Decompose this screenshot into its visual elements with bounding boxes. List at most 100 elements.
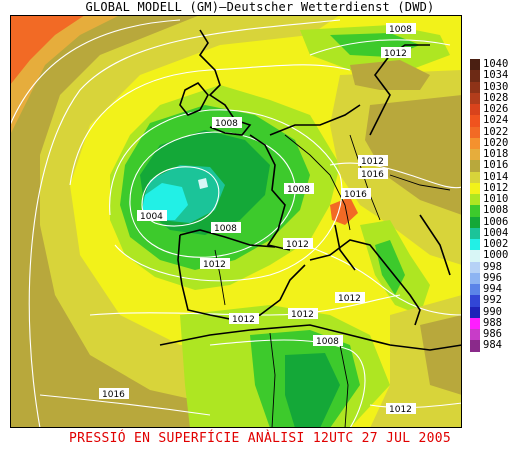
legend-label: 984: [483, 339, 502, 352]
isobar-label-bg: [288, 308, 318, 319]
legend-entry: 992: [470, 294, 518, 307]
legend-label: 1014: [483, 170, 509, 183]
legend-label: 1020: [483, 136, 509, 149]
legend-label: 1040: [483, 58, 509, 70]
isobar-label-bg: [341, 188, 371, 199]
isobar-label-bg: [358, 155, 388, 166]
legend-label: 988: [483, 316, 502, 329]
coast-channel: [269, 104, 361, 136]
legend-entry: 1022: [470, 125, 518, 138]
isobar-label-bg: [137, 210, 167, 221]
isobar-1008-africa: [209, 339, 366, 428]
legend-entry: 994: [470, 283, 518, 296]
legend-swatch: [470, 59, 480, 71]
isobar-labels: 1008 1012 1008 1008 1004 1008 1012 1016 …: [99, 23, 416, 415]
legend-label: 1028: [483, 91, 509, 104]
legend-swatch: [470, 317, 480, 329]
legend-entry: 1004: [470, 226, 518, 239]
legend-label: 992: [483, 294, 502, 307]
isobar-label: 1008: [316, 337, 339, 347]
legend-label: 1016: [483, 159, 509, 172]
legend-swatch: [470, 272, 480, 284]
legend-swatch: [470, 171, 480, 183]
legend-label: 986: [483, 328, 502, 340]
isobar-label: 1012: [338, 294, 361, 304]
coast-africa: [159, 324, 462, 351]
isobar-label-bg: [99, 388, 129, 399]
legend-label: 1006: [483, 215, 509, 228]
isobar-1016-south: [39, 394, 211, 416]
isobar-1014: [69, 64, 351, 186]
isobar-1016-west: [28, 19, 341, 428]
isobar-label-bg: [386, 403, 416, 414]
isobar-label: 1012: [384, 49, 407, 59]
legend-entry: 986: [470, 328, 518, 341]
legend-entry: 1016: [470, 159, 518, 172]
isobar-label-bg: [229, 313, 259, 324]
coast-ireland: [179, 81, 209, 116]
border-france-germany: [284, 134, 351, 231]
legend-entry: 1040: [470, 58, 518, 71]
legend-label: 1022: [483, 125, 509, 138]
legend-swatch: [470, 115, 480, 127]
legend-swatch: [470, 205, 480, 217]
coast-iberia: [177, 234, 306, 321]
legend-entry: 1002: [470, 238, 518, 251]
legend-swatch: [470, 340, 480, 352]
field-1020-northwest: [10, 15, 85, 85]
field-1014-west: [10, 15, 340, 428]
legend-label: 1030: [483, 80, 509, 93]
legend-entry: 1010: [470, 193, 518, 206]
isobar-label-bg: [211, 222, 241, 233]
legend-label: 1024: [483, 114, 509, 127]
legend-swatch: [470, 284, 480, 296]
legend-entry: 984: [470, 339, 518, 352]
legend-entry: 1020: [470, 136, 518, 149]
chart-title: GLOBAL MODELL (GM)—Deutscher Wetterdiens…: [85, 0, 435, 14]
field-1016-baltic: [350, 60, 430, 90]
isobar-label: 1008: [389, 25, 412, 35]
borders: [214, 134, 451, 428]
isobar-label: 1012: [232, 315, 255, 325]
legend-label: 1000: [483, 249, 509, 262]
legend-entry: 988: [470, 316, 518, 329]
border-algeria-tunisia: [339, 344, 349, 428]
isobar-label-bg: [381, 47, 411, 58]
legend-entry: 1034: [470, 69, 518, 82]
isobar-1010: [109, 109, 343, 282]
isobar-label-bg: [358, 168, 388, 179]
legend-label: 998: [483, 260, 502, 273]
isobar-label-bg: [283, 238, 313, 249]
legend-label: 1004: [483, 226, 509, 239]
field-1006-africa: [285, 353, 340, 428]
coast-britain: [198, 29, 252, 136]
legend-swatch: [470, 92, 480, 104]
legend-label: 1018: [483, 148, 509, 160]
coast-italy: [309, 239, 421, 326]
coast-denmark: [369, 44, 430, 136]
isobar-1012-south: [89, 294, 401, 316]
legend-swatch: [470, 126, 480, 138]
isobar-label-bg: [212, 117, 242, 128]
isobar-1018: [10, 19, 181, 126]
legend-label: 1026: [483, 103, 509, 115]
isobar-label: 1008: [215, 119, 238, 129]
legend-entry: 1024: [470, 114, 518, 127]
legend-swatch: [470, 160, 480, 172]
isobar-label: 1012: [389, 405, 412, 415]
legend-entry: 1018: [470, 148, 518, 161]
legend-entry: 1006: [470, 215, 518, 228]
border-austria: [389, 174, 451, 191]
field-1000-spot: [198, 178, 208, 189]
legend-label: 1010: [483, 193, 509, 205]
isobar-label-bg: [386, 23, 416, 34]
map-frame: [10, 15, 462, 428]
pressure-map: 1008 1012 1008 1008 1004 1008 1012 1016 …: [10, 15, 462, 428]
coast-iberia-north: [179, 229, 276, 248]
field-1008-italy: [375, 240, 405, 295]
isobar-label: 1012: [203, 260, 226, 270]
legend-entry: 1014: [470, 170, 518, 183]
legend-swatch: [470, 137, 480, 149]
legend-swatch: [470, 295, 480, 307]
isobar-label: 1004: [140, 212, 163, 222]
